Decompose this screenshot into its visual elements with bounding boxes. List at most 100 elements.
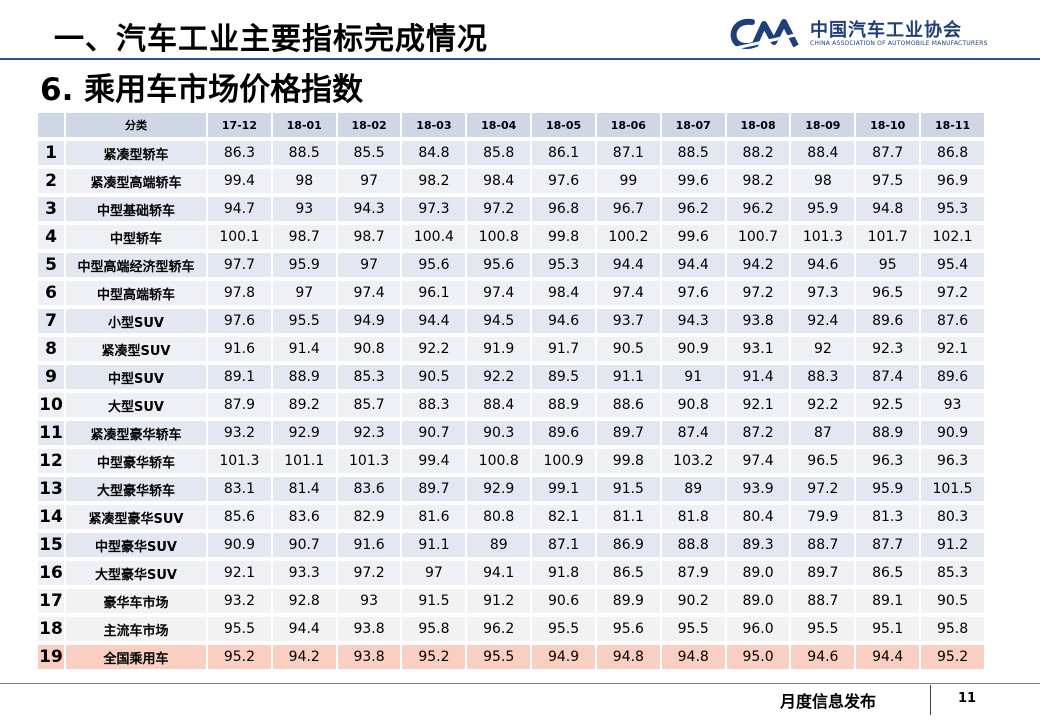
- category-cell: 小型SUV: [66, 309, 208, 337]
- value-cell: 93.8: [337, 645, 403, 673]
- month-header-cell: 18-09: [791, 113, 857, 141]
- value-cell: 89.1: [208, 365, 273, 393]
- value-cell: 91.1: [402, 533, 468, 561]
- value-cell: 92.3: [856, 337, 922, 365]
- value-cell: 92.2: [467, 365, 533, 393]
- value-cell: 90.7: [402, 421, 468, 449]
- table-row: 1 紧凑型轿车 86.3 88.5 85.5 84.8 85.8 86.1 87.1 88.5 88…: [38, 141, 986, 169]
- header-divider: [0, 58, 1040, 60]
- value-cell: 92.1: [921, 337, 986, 365]
- category-cell: 主流车市场: [66, 617, 208, 645]
- value-cell: 90.9: [208, 533, 273, 561]
- table-row: 19 全国乘用车 95.2 94.2 93.8 95.2 95.5 94.9 94.8 94.8 9…: [38, 645, 986, 673]
- value-cell: 95.6: [596, 617, 662, 645]
- value-cell: 95.5: [467, 645, 533, 673]
- value-cell: 95.3: [921, 197, 986, 225]
- value-cell: 93.2: [208, 421, 273, 449]
- row-number-cell: 4: [38, 225, 66, 253]
- value-cell: 95.3: [532, 253, 597, 281]
- value-cell: 92.2: [402, 337, 468, 365]
- value-cell: 80.4: [726, 505, 792, 533]
- value-cell: 92.5: [856, 393, 922, 421]
- value-cell: 92.9: [467, 477, 533, 505]
- row-number-cell: 9: [38, 365, 66, 393]
- value-cell: 85.8: [467, 141, 533, 169]
- value-cell: 90.6: [532, 589, 597, 617]
- value-cell: 103.2: [661, 449, 727, 477]
- value-cell: 97.6: [532, 169, 597, 197]
- value-cell: 94.7: [208, 197, 273, 225]
- table-row: 16 大型豪华SUV 92.1 93.3 97.2 97 94.1 91.8 86.5 87.9 8…: [38, 561, 986, 589]
- table-row: 10 大型SUV 87.9 89.2 85.7 88.3 88.4 88.9 88.6 90.8 9…: [38, 393, 986, 421]
- value-cell: 88.5: [661, 141, 727, 169]
- row-number-cell: 18: [38, 617, 66, 645]
- value-cell: 91.6: [208, 337, 273, 365]
- value-cell: 97.4: [726, 449, 792, 477]
- value-cell: 92.1: [726, 393, 792, 421]
- logo-chinese-name: 中国汽车工业协会: [810, 20, 962, 41]
- value-cell: 95.4: [921, 253, 986, 281]
- value-cell: 95.2: [402, 645, 468, 673]
- value-cell: 87.2: [726, 421, 792, 449]
- value-cell: 89.7: [596, 421, 662, 449]
- value-cell: 92.4: [791, 309, 857, 337]
- value-cell: 91.8: [532, 561, 597, 589]
- value-cell: 93: [272, 197, 338, 225]
- category-cell: 全国乘用车: [66, 645, 208, 673]
- value-cell: 97.6: [661, 281, 727, 309]
- table-row: 13 大型豪华轿车 83.1 81.4 83.6 89.7 92.9 99.1 91.5 89 93…: [38, 477, 986, 505]
- value-cell: 96.7: [596, 197, 662, 225]
- value-cell: 101.3: [337, 449, 403, 477]
- footer-separator: [930, 685, 931, 715]
- value-cell: 100.1: [208, 225, 273, 253]
- value-cell: 90.7: [272, 533, 338, 561]
- value-cell: 97.5: [856, 169, 922, 197]
- category-cell: 紧凑型高端轿车: [66, 169, 208, 197]
- value-cell: 94.4: [402, 309, 468, 337]
- value-cell: 91.4: [272, 337, 338, 365]
- value-cell: 88.2: [726, 141, 792, 169]
- value-cell: 95.8: [402, 617, 468, 645]
- category-cell: 中型高端轿车: [66, 281, 208, 309]
- value-cell: 93: [921, 393, 986, 421]
- category-cell: 大型豪华轿车: [66, 477, 208, 505]
- value-cell: 86.3: [208, 141, 273, 169]
- category-cell: 中型SUV: [66, 365, 208, 393]
- row-number-cell: 14: [38, 505, 66, 533]
- value-cell: 99.6: [661, 225, 727, 253]
- value-cell: 95.0: [726, 645, 792, 673]
- value-cell: 94.4: [661, 253, 727, 281]
- value-cell: 92.2: [791, 393, 857, 421]
- value-cell: 88.9: [856, 421, 922, 449]
- value-cell: 94.6: [791, 645, 857, 673]
- value-cell: 97.8: [208, 281, 273, 309]
- value-cell: 85.6: [208, 505, 273, 533]
- month-header-cell: 18-11: [921, 113, 986, 141]
- value-cell: 93.7: [596, 309, 662, 337]
- value-cell: 93.1: [726, 337, 792, 365]
- value-cell: 99.8: [532, 225, 597, 253]
- value-cell: 96.5: [856, 281, 922, 309]
- category-cell: 中型基础轿车: [66, 197, 208, 225]
- value-cell: 89.1: [856, 589, 922, 617]
- month-header-cell: 18-03: [402, 113, 468, 141]
- value-cell: 97.2: [791, 477, 857, 505]
- month-header-cell: 18-06: [596, 113, 662, 141]
- table-row: 14 紧凑型豪华SUV 85.6 83.6 82.9 81.6 80.8 82.1 81.1 81…: [38, 505, 986, 533]
- value-cell: 95.8: [921, 617, 986, 645]
- value-cell: 95.9: [272, 253, 338, 281]
- value-cell: 97.4: [467, 281, 533, 309]
- index-header-cell: [38, 113, 66, 141]
- value-cell: 100.8: [467, 449, 533, 477]
- value-cell: 91.2: [467, 589, 533, 617]
- value-cell: 89: [467, 533, 533, 561]
- table-row: 12 中型豪华轿车 101.3 101.1 101.3 99.4 100.8 100.9 99.…: [38, 449, 986, 477]
- category-cell: 豪华车市场: [66, 589, 208, 617]
- value-cell: 89.7: [791, 561, 857, 589]
- value-cell: 99: [596, 169, 662, 197]
- value-cell: 87.1: [532, 533, 597, 561]
- value-cell: 91.6: [337, 533, 403, 561]
- month-header-cell: 18-01: [272, 113, 338, 141]
- value-cell: 98.4: [467, 169, 533, 197]
- value-cell: 99.6: [661, 169, 727, 197]
